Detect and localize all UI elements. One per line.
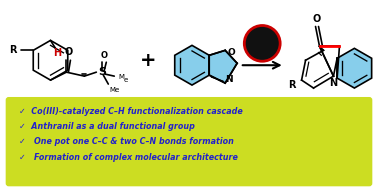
Polygon shape: [319, 46, 339, 78]
Text: S: S: [98, 67, 106, 77]
Text: O: O: [64, 47, 73, 57]
Text: R: R: [9, 45, 17, 55]
Text: ✓   One pot one C–C & two C–N bonds formation: ✓ One pot one C–C & two C–N bonds format…: [19, 137, 234, 146]
Text: ✓  Anthranil as a dual functional group: ✓ Anthranil as a dual functional group: [19, 122, 195, 131]
Text: N: N: [225, 75, 233, 84]
Text: Co(III): Co(III): [249, 39, 276, 48]
Text: H: H: [53, 48, 62, 58]
Polygon shape: [33, 40, 68, 80]
Text: ✓  Co(III)-catalyzed C–H functionalization cascade: ✓ Co(III)-catalyzed C–H functionalizatio…: [19, 107, 242, 116]
Text: R: R: [288, 80, 295, 90]
Text: e: e: [124, 77, 129, 83]
Text: O: O: [227, 48, 235, 57]
Text: O: O: [101, 51, 108, 60]
Polygon shape: [302, 46, 333, 88]
Text: ✓   Formation of complex molecular architecture: ✓ Formation of complex molecular archite…: [19, 153, 237, 162]
Text: M: M: [118, 74, 124, 80]
Polygon shape: [175, 45, 209, 85]
Text: N: N: [329, 78, 338, 88]
FancyBboxPatch shape: [6, 97, 372, 186]
Polygon shape: [337, 48, 372, 88]
Text: Me: Me: [109, 87, 119, 93]
Polygon shape: [209, 50, 237, 83]
Text: O: O: [312, 14, 321, 24]
Text: +: +: [140, 51, 156, 70]
Circle shape: [244, 26, 280, 61]
